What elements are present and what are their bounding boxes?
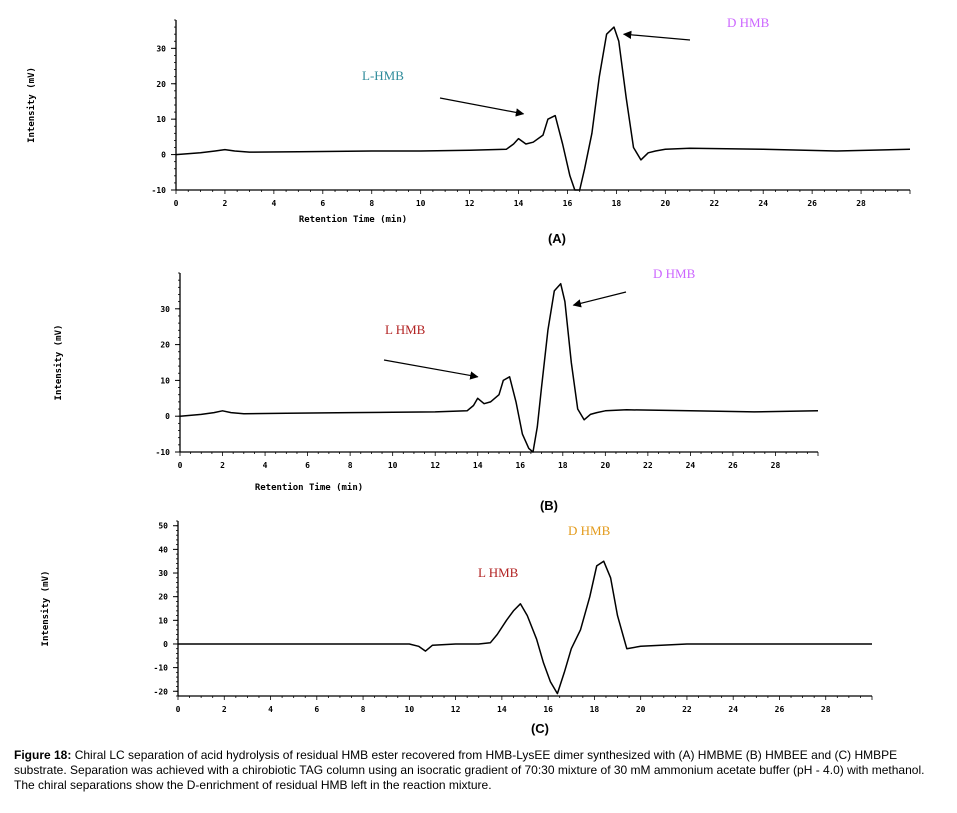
chromatogram-trace [175, 26, 911, 191]
x-tick-label: 18 [612, 199, 622, 208]
caption-text: Chiral LC separation of acid hydrolysis … [14, 748, 925, 792]
x-tick-label: 28 [771, 461, 781, 470]
x-tick-label: 4 [268, 705, 273, 714]
x-tick-label: 22 [643, 461, 653, 470]
y-tick-label: 20 [156, 80, 166, 89]
annotation-arrow [383, 359, 479, 380]
y-tick-label: -10 [156, 448, 171, 457]
x-axis-title: Retention Time (min) [255, 482, 363, 493]
peak-annotation: L HMB [478, 565, 519, 580]
x-tick-label: 12 [451, 705, 461, 714]
x-tick-label: 24 [686, 461, 696, 470]
x-tick-label: 14 [473, 461, 483, 470]
y-tick-label: 10 [158, 616, 168, 625]
x-tick-label: 10 [405, 705, 415, 714]
x-tick-label: 22 [709, 199, 719, 208]
x-tick-label: 10 [416, 199, 426, 208]
chromatogram-figure: 0 2 4 6 8 10 12 14 16 18 20 22 24 26 28-100102030Inten… [26, 15, 911, 736]
chart-panel-3: 0 2 4 6 8 10 12 14 16 18 20 22 24 26 28-20-10010203040… [40, 520, 873, 736]
x-tick-label: 2 [223, 199, 228, 208]
chart-panel-2: 0 2 4 6 8 10 12 14 16 18 20 22 24 26 28-100102030Inten… [53, 266, 819, 513]
y-tick-label: -20 [154, 687, 169, 696]
x-tick-label: 22 [682, 705, 692, 714]
x-tick-label: 26 [807, 199, 817, 208]
x-tick-label: 2 [222, 705, 227, 714]
x-tick-label: 16 [563, 199, 573, 208]
peak-annotation: L HMB [385, 322, 426, 337]
y-tick-label: 20 [160, 341, 170, 350]
peak-annotation: D HMB [568, 523, 611, 538]
x-tick-label: 0 [178, 461, 183, 470]
y-axis-title: Intensity (mV) [26, 67, 37, 143]
annotation-arrow [439, 97, 525, 117]
y-axis-title: Intensity (mV) [40, 571, 51, 647]
y-tick-label: 0 [161, 151, 166, 160]
chart-panel-1: 0 2 4 6 8 10 12 14 16 18 20 22 24 26 28-100102030Inten… [26, 15, 911, 246]
x-tick-label: 4 [271, 199, 276, 208]
peak-annotation: D HMB [727, 15, 770, 30]
x-tick-label: 28 [821, 705, 831, 714]
x-tick-label: 16 [515, 461, 525, 470]
x-tick-label: 18 [590, 705, 600, 714]
x-tick-label: 20 [636, 705, 646, 714]
x-tick-label: 14 [497, 705, 507, 714]
x-axis-title: Retention Time (min) [299, 214, 407, 225]
y-tick-label: 10 [160, 376, 170, 385]
y-tick-label: 20 [158, 593, 168, 602]
panel-label: (A) [548, 231, 566, 246]
x-tick-label: 24 [758, 199, 768, 208]
x-tick-label: 4 [263, 461, 268, 470]
chromatogram-trace [179, 282, 819, 453]
figure-caption: Figure 18: Chiral LC separation of acid … [14, 748, 944, 793]
x-tick-label: 0 [176, 705, 181, 714]
panel-label: (B) [540, 498, 558, 513]
x-tick-label: 14 [514, 199, 524, 208]
x-tick-label: 6 [320, 199, 325, 208]
x-tick-label: 12 [465, 199, 475, 208]
x-tick-label: 0 [174, 199, 179, 208]
y-tick-label: 30 [160, 305, 170, 314]
peak-annotation: D HMB [653, 266, 696, 281]
y-tick-label: 30 [156, 44, 166, 53]
x-tick-label: 2 [220, 461, 225, 470]
x-tick-label: 6 [314, 705, 319, 714]
x-tick-label: 8 [369, 199, 374, 208]
y-tick-label: 10 [156, 115, 166, 124]
panel-label: (C) [531, 721, 549, 736]
y-tick-label: -10 [154, 664, 169, 673]
x-tick-label: 8 [348, 461, 353, 470]
y-tick-label: 40 [158, 545, 168, 554]
x-tick-label: 26 [728, 461, 738, 470]
x-tick-label: 6 [305, 461, 310, 470]
caption-lead: Figure 18: [14, 748, 72, 762]
x-tick-label: 20 [601, 461, 611, 470]
x-tick-label: 28 [856, 199, 866, 208]
annotation-arrow [572, 291, 627, 308]
x-tick-label: 12 [430, 461, 440, 470]
x-tick-label: 20 [661, 199, 671, 208]
annotation-arrow [622, 30, 691, 41]
y-tick-label: -10 [152, 186, 167, 195]
y-axis-title: Intensity (mV) [53, 325, 64, 401]
x-tick-label: 10 [388, 461, 398, 470]
y-tick-label: 0 [163, 640, 168, 649]
y-tick-label: 50 [158, 522, 168, 531]
y-tick-label: 30 [158, 569, 168, 578]
y-tick-label: 0 [165, 412, 170, 421]
x-tick-label: 16 [543, 705, 553, 714]
chromatogram-trace [178, 560, 872, 695]
x-tick-label: 8 [361, 705, 366, 714]
peak-annotation: L-HMB [362, 68, 404, 83]
x-tick-label: 26 [775, 705, 785, 714]
x-tick-label: 24 [728, 705, 738, 714]
x-tick-label: 18 [558, 461, 568, 470]
